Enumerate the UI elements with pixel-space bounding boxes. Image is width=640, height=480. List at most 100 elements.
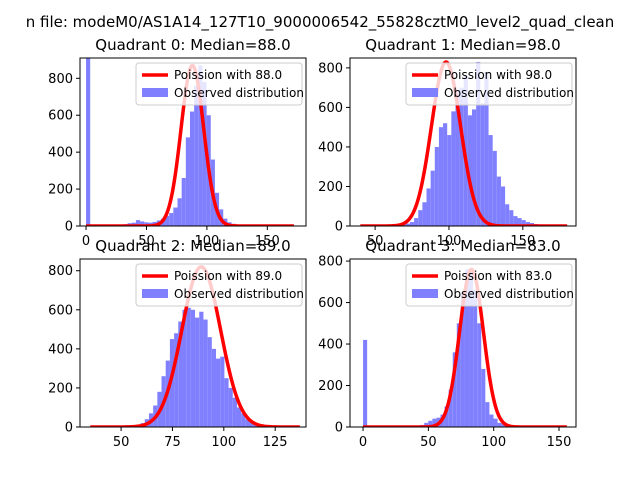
histogram-bar	[428, 420, 433, 427]
y-tick-label: 800	[48, 264, 73, 279]
histogram-bar	[216, 358, 221, 427]
legend-bar-swatch	[142, 88, 168, 97]
x-tick-label: 75	[164, 435, 181, 450]
histogram-bar	[181, 178, 186, 226]
histogram-bar	[444, 406, 449, 427]
histogram-bar	[220, 356, 225, 427]
histogram-bar	[509, 210, 514, 226]
histogram-bar	[484, 71, 489, 226]
histogram-bar	[489, 414, 494, 427]
histogram-bar	[173, 207, 178, 226]
y-tick-label: 800	[48, 72, 73, 87]
histogram-bar	[185, 137, 190, 226]
legend-label-observed: Observed distribution	[444, 86, 574, 100]
x-tick-label: 0	[359, 435, 367, 450]
legend-bar-swatch	[412, 289, 438, 298]
x-tick-label: 50	[420, 435, 437, 450]
histogram-bar	[140, 221, 145, 226]
x-tick-label: 100	[211, 435, 236, 450]
x-tick-label: 150	[255, 234, 280, 249]
axes-frame	[79, 57, 307, 227]
axes-frame	[79, 258, 307, 428]
histogram-bar	[182, 309, 187, 427]
histogram-bar	[432, 418, 437, 427]
legend-bar-swatch	[142, 289, 168, 298]
histogram-bar	[493, 418, 498, 427]
subplot-quadrant-1: 50 100 150 0 200 400 600 800 Quadrant 1: Median=…	[318, 36, 577, 249]
legend: Poission with 89.0 Observed distribution	[135, 263, 304, 307]
histogram-bar	[207, 337, 212, 427]
histogram-bar	[422, 202, 427, 226]
histogram-bar	[426, 188, 431, 226]
histogram-bar	[477, 323, 482, 427]
histogram-bar	[473, 290, 478, 427]
histogram-bar	[409, 222, 415, 226]
legend: Poission with 98.0 Observed distribution	[405, 62, 574, 106]
legend-label-poisson: Poission with 89.0	[174, 269, 282, 283]
histogram-bar	[464, 269, 470, 427]
histogram-bar	[86, 58, 91, 226]
histogram-bar	[497, 422, 502, 427]
x-tick-label: 100	[481, 435, 506, 450]
y-tick-label: 0	[335, 421, 343, 436]
histogram-bar	[438, 127, 444, 226]
legend-box	[135, 62, 303, 106]
histogram-bar	[203, 319, 208, 427]
y-tick-label: 600	[48, 109, 73, 124]
histogram-bar	[467, 115, 473, 226]
histogram-bar	[430, 170, 435, 226]
axes-frame	[349, 258, 577, 428]
x-tick-label: 100	[437, 234, 462, 249]
histogram-bar	[236, 407, 242, 427]
histogram-bar	[135, 220, 141, 226]
legend-bar-swatch	[412, 88, 438, 97]
plot-area	[359, 60, 568, 226]
subplot-title: Quadrant 1: Median=98.0	[365, 36, 560, 54]
subplot-quadrant-2: 50 75 100 125 0 200 400 600 800 Quadrant 2: Media…	[48, 237, 307, 450]
histogram-bar	[174, 333, 179, 427]
histogram-bar	[488, 135, 493, 226]
histogram-bar	[460, 292, 465, 427]
x-tick-label: 125	[263, 435, 288, 450]
x-tick-label: 150	[547, 435, 572, 450]
y-tick-label: 0	[65, 220, 73, 235]
histogram-bar	[525, 222, 530, 226]
histogram-bar	[424, 422, 429, 427]
histogram-bar	[144, 222, 149, 226]
histogram-bar	[500, 186, 506, 226]
histogram-bar	[169, 339, 175, 427]
histogram-bar	[224, 378, 229, 427]
histogram-bar	[472, 109, 477, 226]
legend-label-poisson: Poission with 98.0	[444, 68, 552, 82]
histogram-bar	[195, 317, 200, 427]
axes-frame	[349, 57, 577, 227]
histogram-bar	[190, 309, 196, 427]
y-tick-label: 600	[318, 296, 343, 311]
histogram-bar	[414, 218, 419, 226]
subplot-title: Quadrant 3: Median=83.0	[365, 237, 560, 255]
histogram-bar	[456, 323, 461, 427]
legend-box	[405, 263, 573, 307]
histogram-bar	[481, 368, 486, 427]
y-tick-label: 600	[318, 101, 343, 116]
y-tick-label: 0	[65, 421, 73, 436]
histogram-bar	[232, 397, 237, 427]
histogram-bar	[513, 216, 518, 226]
y-tick-label: 600	[48, 303, 73, 318]
y-tick-label: 200	[48, 381, 73, 396]
histogram-bar	[211, 348, 217, 427]
histogram-bar	[418, 210, 423, 226]
x-tick-label: 100	[194, 234, 219, 249]
histogram-bar	[186, 307, 191, 427]
histogram-bar	[505, 204, 510, 226]
histogram-bar	[492, 150, 497, 226]
legend-label-observed: Observed distribution	[444, 287, 574, 301]
histogram-bar	[480, 103, 485, 226]
histogram-bar	[434, 146, 439, 226]
histogram-bar	[455, 89, 460, 226]
histogram-bar	[228, 387, 233, 427]
x-tick-label: 50	[113, 435, 130, 450]
x-tick-label: 50	[367, 234, 384, 249]
histogram-bar	[178, 321, 183, 427]
